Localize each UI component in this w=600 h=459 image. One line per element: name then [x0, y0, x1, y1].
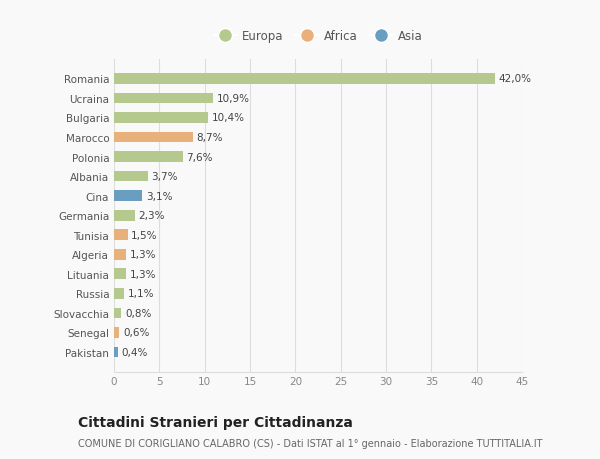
Bar — [114, 191, 142, 202]
Bar — [114, 210, 135, 221]
Bar — [114, 347, 118, 358]
Bar — [114, 327, 119, 338]
Text: 10,4%: 10,4% — [212, 113, 245, 123]
Bar — [114, 113, 208, 123]
Bar — [114, 93, 213, 104]
Bar — [114, 249, 126, 260]
Text: 2,3%: 2,3% — [139, 211, 165, 221]
Text: 3,7%: 3,7% — [151, 172, 178, 182]
Text: 7,6%: 7,6% — [187, 152, 213, 162]
Text: Cittadini Stranieri per Cittadinanza: Cittadini Stranieri per Cittadinanza — [78, 415, 353, 429]
Text: 3,1%: 3,1% — [146, 191, 172, 201]
Text: 10,9%: 10,9% — [217, 94, 250, 104]
Text: 1,1%: 1,1% — [128, 289, 154, 299]
Text: 1,5%: 1,5% — [131, 230, 158, 240]
Bar — [114, 74, 495, 84]
Bar — [114, 132, 193, 143]
Text: 1,3%: 1,3% — [130, 269, 156, 279]
Text: 0,6%: 0,6% — [123, 328, 149, 338]
Bar — [114, 152, 183, 162]
Text: 0,8%: 0,8% — [125, 308, 151, 318]
Bar — [114, 230, 128, 241]
Text: 0,4%: 0,4% — [121, 347, 148, 357]
Text: COMUNE DI CORIGLIANO CALABRO (CS) - Dati ISTAT al 1° gennaio - Elaborazione TUTT: COMUNE DI CORIGLIANO CALABRO (CS) - Dati… — [78, 438, 542, 448]
Bar — [114, 308, 121, 319]
Bar — [114, 269, 126, 280]
Text: 8,7%: 8,7% — [197, 133, 223, 143]
Legend: Europa, Africa, Asia: Europa, Africa, Asia — [209, 25, 427, 47]
Bar — [114, 288, 124, 299]
Text: 1,3%: 1,3% — [130, 250, 156, 260]
Text: 42,0%: 42,0% — [499, 74, 532, 84]
Bar — [114, 171, 148, 182]
